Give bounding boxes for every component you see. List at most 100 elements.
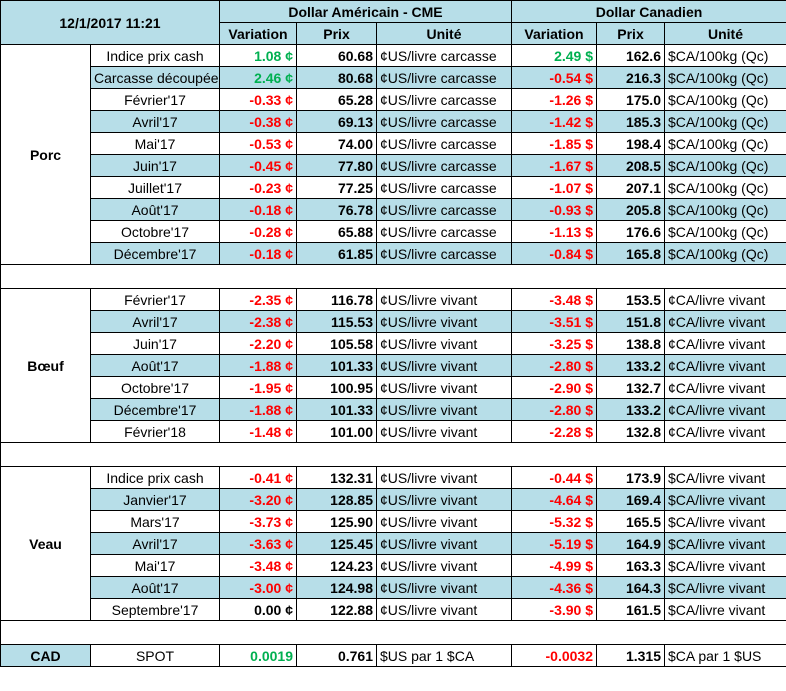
- ca-unit: ¢CA/livre vivant: [663, 354, 786, 377]
- ca-unit: $CA/100kg (Qc): [663, 132, 786, 155]
- ca-unit: $CA/100kg (Qc): [663, 198, 786, 221]
- us-variation: -0.33 ¢: [219, 88, 297, 111]
- us-unit: ¢US/livre carcasse: [376, 242, 512, 265]
- table-row: Veau Indice prix cash -0.41 ¢ 132.31 ¢US/liv…: [0, 466, 786, 621]
- us-price-header: Prix: [296, 22, 377, 45]
- us-variation: -0.18 ¢: [219, 198, 297, 221]
- ca-price: 198.4: [596, 132, 665, 155]
- ca-price: 163.3: [596, 554, 665, 577]
- contract-name: Février'18: [90, 420, 220, 443]
- ca-variation: -2.28 $: [511, 420, 597, 443]
- ca-price: 164.3: [596, 576, 665, 599]
- contract-name: Décembre'17: [90, 398, 220, 421]
- table-row: Août'17 -0.18 ¢ 76.78 ¢US/livre carcasse -0.…: [1, 198, 786, 221]
- contract-name: Indice prix cash: [90, 44, 220, 67]
- us-variation: -2.35 ¢: [219, 288, 297, 311]
- us-price: 60.68: [296, 44, 377, 67]
- table-row: Avril'17 -3.63 ¢ 125.45 ¢US/livre vivant -5.…: [1, 532, 786, 555]
- cad-us-unit: $US par 1 $CA: [376, 644, 512, 667]
- ca-unit: $CA/livre vivant: [663, 532, 786, 555]
- ca-variation: -1.13 $: [511, 220, 597, 243]
- us-variation: -0.41 ¢: [219, 466, 297, 489]
- us-price: 65.88: [296, 220, 377, 243]
- ca-unit: $CA/100kg (Qc): [663, 110, 786, 133]
- contract-name: Mai'17: [90, 132, 220, 155]
- us-price: 76.78: [296, 198, 377, 221]
- cad-row: CAD SPOT 0.0019 0.761 $US par 1 $CA -0.0032 1.…: [0, 644, 786, 667]
- ca-variation: -3.51 $: [511, 310, 597, 333]
- us-unit: ¢US/livre vivant: [376, 510, 512, 533]
- us-variation: -2.38 ¢: [219, 310, 297, 333]
- header-row-1: 12/1/2017 11:21 Dollar Américain - CME D…: [0, 0, 786, 45]
- table-row: Carcasse découpée 2.46 ¢ 80.68 ¢US/livre ca…: [1, 66, 786, 89]
- table-row: Février'17 -0.33 ¢ 65.28 ¢US/livre carcasse…: [1, 88, 786, 111]
- us-price: 101.33: [296, 398, 377, 421]
- ca-variation: -0.84 $: [511, 242, 597, 265]
- table-row: Octobre'17 -0.28 ¢ 65.88 ¢US/livre carcasse…: [1, 220, 786, 243]
- us-unit: ¢US/livre vivant: [376, 288, 512, 311]
- us-unit: ¢US/livre vivant: [376, 332, 512, 355]
- ca-variation: 2.49 $: [511, 44, 597, 67]
- contract-name: Avril'17: [90, 532, 220, 555]
- ca-price: 153.5: [596, 288, 665, 311]
- separator-row: [0, 620, 786, 645]
- contract-name: Juillet'17: [90, 176, 220, 199]
- us-price: 124.23: [296, 554, 377, 577]
- contract-name: Octobre'17: [90, 220, 220, 243]
- table-row: Mars'17 -3.73 ¢ 125.90 ¢US/livre vivant -5.3…: [1, 510, 786, 533]
- ca-unit: $CA/100kg (Qc): [663, 242, 786, 265]
- ca-price: 162.6: [596, 44, 665, 67]
- us-unit: ¢US/livre vivant: [376, 310, 512, 333]
- ca-dollar-title: Dollar Canadien: [510, 0, 786, 23]
- us-unit: ¢US/livre vivant: [376, 466, 512, 489]
- us-price: 80.68: [296, 66, 377, 89]
- us-variation: -3.20 ¢: [219, 488, 297, 511]
- ca-unit: ¢CA/livre vivant: [663, 376, 786, 399]
- ca-unit: $CA/100kg (Qc): [663, 66, 786, 89]
- us-unit: ¢US/livre carcasse: [376, 110, 512, 133]
- contract-name: Décembre'17: [90, 242, 220, 265]
- ca-price: 173.9: [596, 466, 665, 489]
- contract-name: Juin'17: [90, 154, 220, 177]
- us-unit: ¢US/livre vivant: [376, 576, 512, 599]
- separator-row: [0, 442, 786, 467]
- us-variation: 0.00 ¢: [219, 598, 297, 621]
- us-unit: ¢US/livre vivant: [376, 376, 512, 399]
- ca-variation: -5.32 $: [511, 510, 597, 533]
- ca-variation: -1.85 $: [511, 132, 597, 155]
- ca-variation: -0.54 $: [511, 66, 597, 89]
- ca-variation: -4.99 $: [511, 554, 597, 577]
- cad-us-variation: 0.0019: [219, 644, 297, 667]
- contract-name: Indice prix cash: [90, 466, 220, 489]
- us-unit: ¢US/livre vivant: [376, 420, 512, 443]
- us-variation: -1.88 ¢: [219, 398, 297, 421]
- ca-variation: -1.67 $: [511, 154, 597, 177]
- us-price: 101.00: [296, 420, 377, 443]
- ca-unit: $CA/100kg (Qc): [663, 44, 786, 67]
- cad-ca-variation: -0.0032: [511, 644, 597, 667]
- ca-price: 205.8: [596, 198, 665, 221]
- ca-price-header: Prix: [596, 22, 665, 45]
- us-variation: -2.20 ¢: [219, 332, 297, 355]
- us-variation: -1.95 ¢: [219, 376, 297, 399]
- ca-variation: -3.48 $: [511, 288, 597, 311]
- ca-unit: ¢CA/livre vivant: [663, 398, 786, 421]
- us-unit: ¢US/livre vivant: [376, 398, 512, 421]
- us-unit: ¢US/livre carcasse: [376, 220, 512, 243]
- us-variation: -0.28 ¢: [219, 220, 297, 243]
- us-price: 115.53: [296, 310, 377, 333]
- us-variation: -1.48 ¢: [219, 420, 297, 443]
- ca-unit: ¢CA/livre vivant: [663, 288, 786, 311]
- us-unit: ¢US/livre carcasse: [376, 88, 512, 111]
- us-variation: -3.00 ¢: [219, 576, 297, 599]
- table-row: Porc Indice prix cash 1.08 ¢ 60.68 ¢US/livre…: [0, 44, 786, 265]
- ca-variation: -4.64 $: [511, 488, 597, 511]
- ca-unit: $CA/livre vivant: [663, 554, 786, 577]
- group-label: Veau: [0, 466, 91, 621]
- us-variation: -0.38 ¢: [219, 110, 297, 133]
- contract-name: Août'17: [90, 198, 220, 221]
- us-variation: -0.53 ¢: [219, 132, 297, 155]
- us-variation: -3.73 ¢: [219, 510, 297, 533]
- us-dollar-title: Dollar Américain - CME: [219, 0, 512, 23]
- us-variation: -0.45 ¢: [219, 154, 297, 177]
